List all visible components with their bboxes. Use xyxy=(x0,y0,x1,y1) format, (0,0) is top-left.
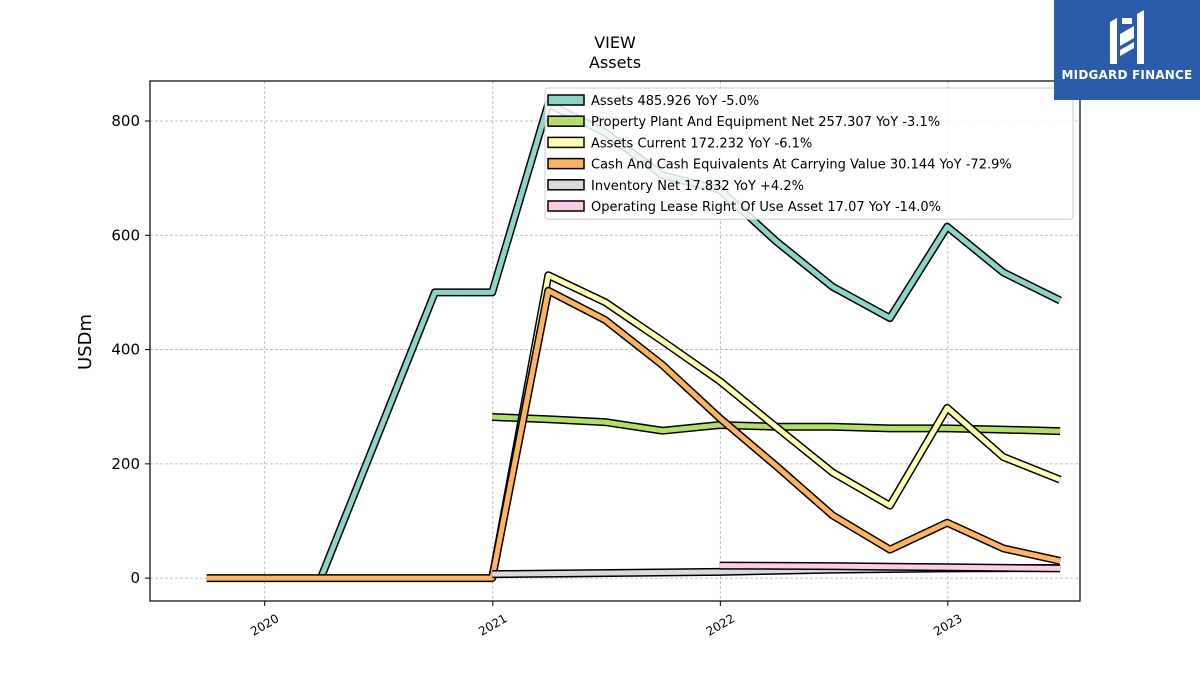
legend-swatch xyxy=(547,200,585,212)
chart-subtitle: Assets xyxy=(588,53,642,72)
legend-swatch xyxy=(547,136,585,149)
x-axis-ticks: 2020 2021 2022 2023 xyxy=(248,601,965,639)
series-lines xyxy=(206,99,1062,583)
legend-label: Assets 485.926 YoY -5.0% xyxy=(591,94,759,109)
legend-item: Assets Current 172.232 YoY -6.1% xyxy=(547,136,812,151)
chart-title: VIEW xyxy=(594,33,636,52)
y-axis-label: USDm xyxy=(75,314,96,370)
series-5 xyxy=(719,561,1061,573)
brand-logo: MIDGARD FINANCE xyxy=(1054,0,1200,100)
legend-item: Inventory Net 17.832 YoY +4.2% xyxy=(547,179,804,194)
series-line xyxy=(206,288,1061,581)
series-2 xyxy=(488,271,1062,579)
y-tick-label: 400 xyxy=(111,341,140,359)
plot-frame xyxy=(149,80,1081,602)
legend-swatch xyxy=(547,157,585,170)
legend-box xyxy=(544,87,1074,220)
legend-label: Inventory Net 17.832 YoY +4.2% xyxy=(591,179,804,194)
legend-label: Property Plant And Equipment Net 257.307… xyxy=(591,115,940,130)
y-tick-label: 0 xyxy=(130,569,140,587)
legend: Assets 485.926 YoY -5.0% Property Plant A… xyxy=(544,87,1074,220)
x-tick-label: 2023 xyxy=(931,611,964,638)
legend-swatch xyxy=(547,115,585,127)
legend-item: Assets 485.926 YoY -5.0% xyxy=(547,94,759,109)
x-tick-label: 2021 xyxy=(476,611,509,638)
midgard-logo-icon xyxy=(1110,10,1144,64)
y-tick-label: 800 xyxy=(111,112,140,130)
brand-logo-text: MIDGARD FINANCE xyxy=(1061,68,1193,82)
legend-item: Operating Lease Right Of Use Asset 17.07… xyxy=(547,200,941,215)
legend-label: Operating Lease Right Of Use Asset 17.07… xyxy=(591,200,941,215)
legend-label: Cash And Cash Equivalents At Carrying Va… xyxy=(591,158,1012,173)
legend-swatch xyxy=(547,94,585,106)
legend-swatch xyxy=(547,179,585,191)
series-3 xyxy=(206,286,1061,583)
x-tick-label: 2022 xyxy=(704,611,737,638)
y-tick-label: 200 xyxy=(111,455,140,473)
legend-item: Property Plant And Equipment Net 257.307… xyxy=(547,115,940,130)
y-axis-ticks: 0 200 400 600 800 xyxy=(111,112,150,587)
legend-item: Cash And Cash Equivalents At Carrying Va… xyxy=(547,157,1012,173)
x-tick-label: 2020 xyxy=(248,611,281,638)
series-line xyxy=(719,563,1061,571)
series-line xyxy=(489,272,1062,579)
y-tick-label: 600 xyxy=(111,226,140,244)
legend-label: Assets Current 172.232 YoY -6.1% xyxy=(591,136,812,151)
